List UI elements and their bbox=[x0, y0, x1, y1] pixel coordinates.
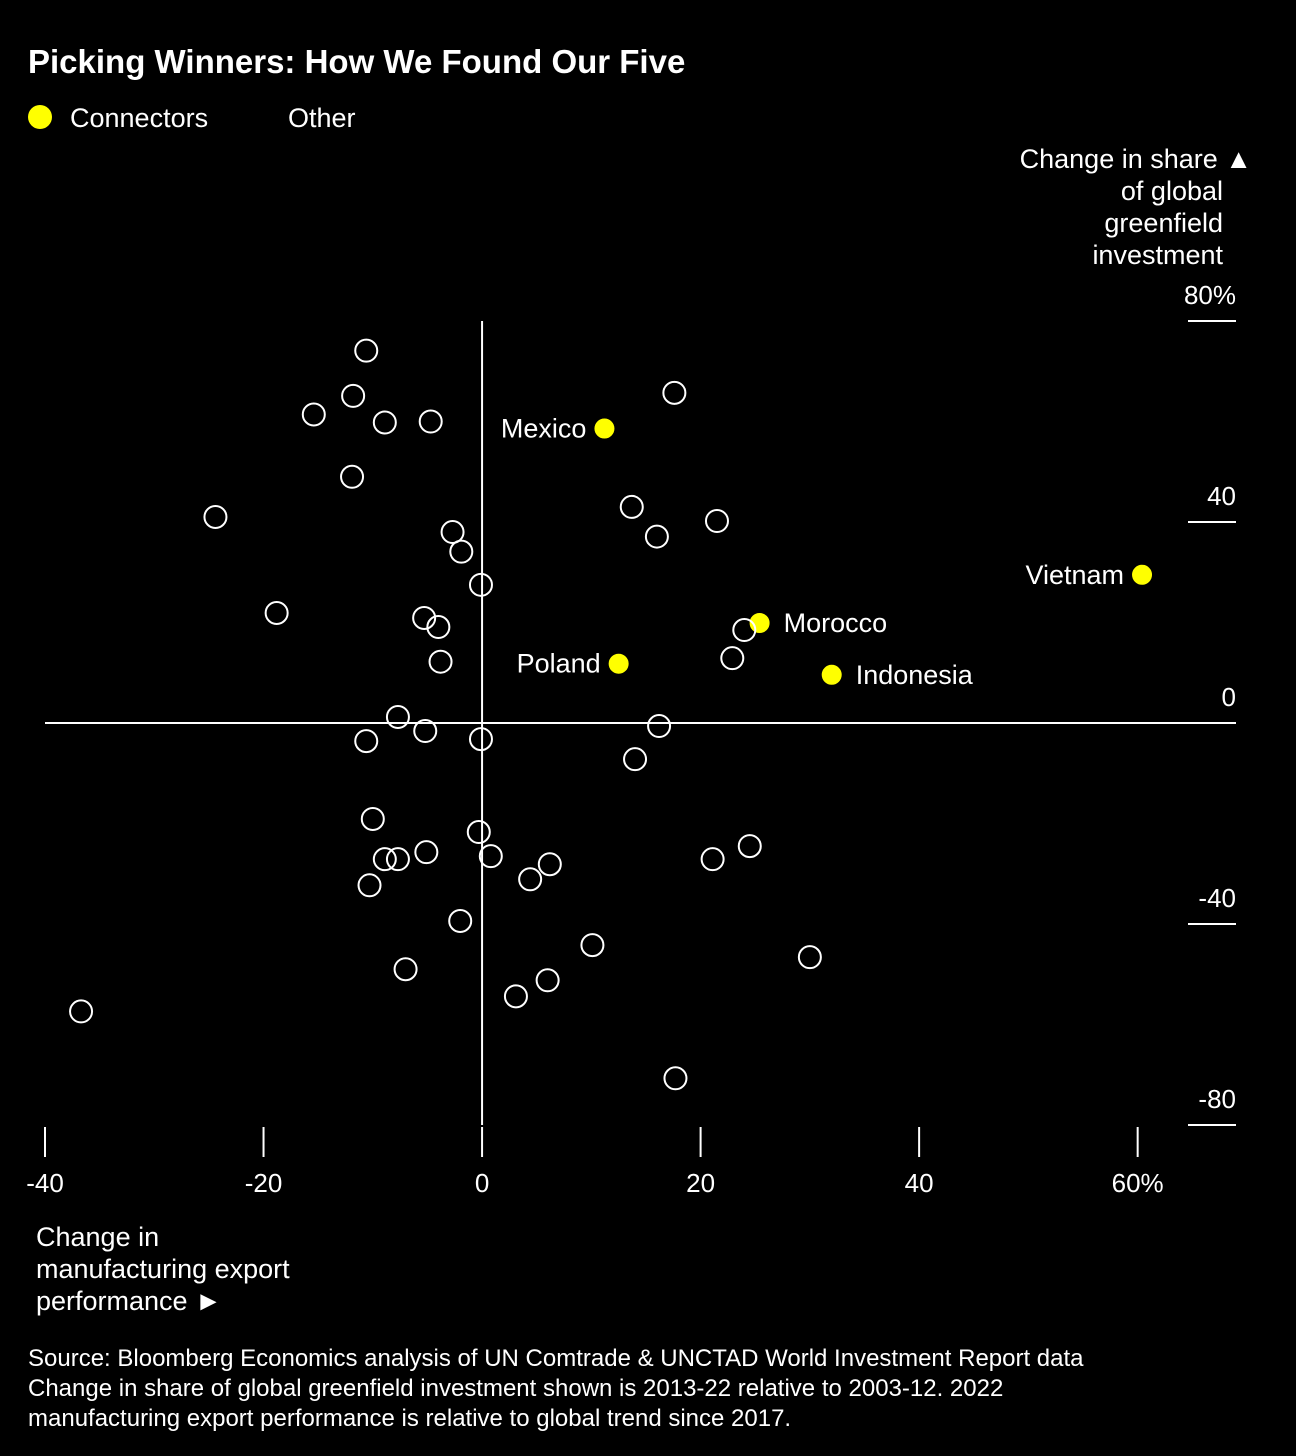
other-point bbox=[518, 867, 543, 892]
other-point bbox=[340, 464, 365, 489]
other-point bbox=[372, 410, 397, 435]
chart-title: Picking Winners: How We Found Our Five bbox=[28, 43, 685, 80]
other-point bbox=[644, 524, 669, 549]
x-axis-title: Change in bbox=[36, 1222, 159, 1252]
x-tick-label: 40 bbox=[905, 1168, 934, 1198]
x-tick-label: 0 bbox=[475, 1168, 489, 1198]
x-tick-label: 60% bbox=[1112, 1168, 1164, 1198]
other-point bbox=[535, 968, 560, 993]
other-point bbox=[440, 520, 465, 545]
y-axis-title: investment bbox=[1092, 240, 1223, 270]
legend-label: Other bbox=[288, 103, 356, 133]
y-tick-label: 80% bbox=[1184, 280, 1236, 310]
y-tick-label: 40 bbox=[1207, 481, 1236, 511]
other-point bbox=[704, 508, 729, 533]
y-tick-label: -40 bbox=[1198, 883, 1236, 913]
connector-point bbox=[747, 611, 772, 636]
y-axis-title: greenfield bbox=[1104, 208, 1223, 238]
other-point bbox=[412, 605, 437, 630]
source: Source: Bloomberg Economics analysis of … bbox=[28, 1345, 1084, 1372]
other-point bbox=[413, 719, 438, 744]
other-point bbox=[503, 984, 528, 1009]
other-point bbox=[619, 494, 644, 519]
other-point bbox=[354, 338, 379, 363]
other-point bbox=[264, 600, 289, 625]
other-point bbox=[647, 714, 672, 739]
other-point bbox=[393, 957, 418, 982]
other-point bbox=[385, 704, 410, 729]
x-tick-label: -40 bbox=[26, 1168, 64, 1198]
legend-marker bbox=[28, 105, 52, 129]
legend-label: Connectors bbox=[70, 103, 208, 133]
note: manufacturing export performance is rela… bbox=[28, 1405, 791, 1432]
connector-point bbox=[592, 416, 617, 441]
other-point bbox=[448, 908, 473, 933]
other-point bbox=[357, 873, 382, 898]
other-point bbox=[354, 729, 379, 754]
other-point bbox=[418, 409, 443, 434]
other-point bbox=[449, 539, 474, 564]
x-tick-label: 20 bbox=[686, 1168, 715, 1198]
point-label: Morocco bbox=[784, 608, 888, 638]
other-point bbox=[360, 806, 385, 831]
other-point bbox=[732, 618, 757, 643]
y-tick-label: 0 bbox=[1222, 682, 1236, 712]
point-label: Vietnam bbox=[1025, 560, 1124, 590]
other-point bbox=[69, 999, 94, 1024]
other-point bbox=[428, 649, 453, 674]
x-axis-title: manufacturing export bbox=[36, 1254, 290, 1284]
other-point bbox=[662, 380, 687, 405]
other-point bbox=[372, 847, 397, 872]
y-axis-title: Change in share ▲ bbox=[1020, 144, 1252, 174]
point-label: Poland bbox=[517, 649, 601, 679]
other-point bbox=[414, 840, 439, 865]
other-point bbox=[203, 504, 228, 529]
other-point bbox=[468, 727, 493, 752]
x-axis-title: performance ► bbox=[36, 1286, 222, 1316]
point-label: Mexico bbox=[501, 414, 587, 444]
other-point bbox=[737, 834, 762, 859]
other-point bbox=[580, 933, 605, 958]
other-point bbox=[466, 820, 491, 845]
other-point bbox=[341, 383, 366, 408]
point-label: Indonesia bbox=[856, 660, 974, 690]
other-point bbox=[663, 1066, 688, 1091]
other-point bbox=[537, 852, 562, 877]
other-point bbox=[700, 847, 725, 872]
other-point bbox=[478, 844, 503, 869]
other-point bbox=[301, 402, 326, 427]
other-point bbox=[468, 572, 493, 597]
connector-point bbox=[1130, 562, 1155, 587]
y-tick-label: -80 bbox=[1198, 1084, 1236, 1114]
y-axis-title: of global bbox=[1121, 176, 1223, 206]
connector-point bbox=[819, 662, 844, 687]
connector-point bbox=[606, 651, 631, 676]
other-point bbox=[385, 847, 410, 872]
x-tick-label: -20 bbox=[245, 1168, 283, 1198]
other-point bbox=[797, 945, 822, 970]
other-point bbox=[623, 747, 648, 772]
note: Change in share of global greenfield inv… bbox=[28, 1375, 1003, 1402]
other-point bbox=[720, 646, 745, 671]
other-point bbox=[426, 615, 451, 640]
